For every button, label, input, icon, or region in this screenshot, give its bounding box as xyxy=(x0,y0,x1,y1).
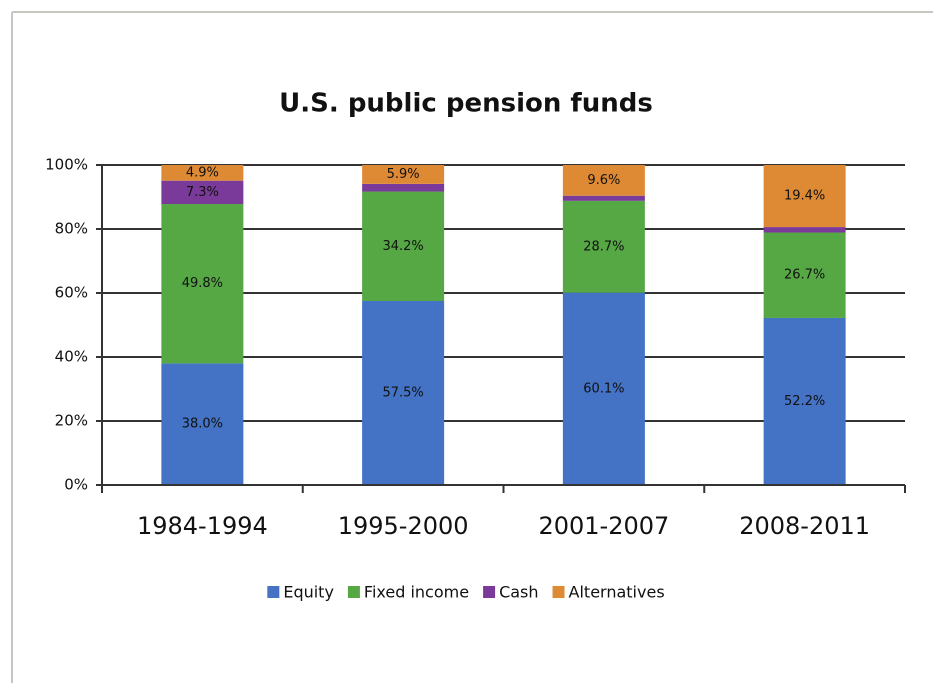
legend-swatch xyxy=(347,586,360,598)
legend-swatch xyxy=(267,586,280,598)
y-tick-label: 60% xyxy=(55,284,88,302)
legend-label: Alternatives xyxy=(569,583,665,602)
x-tick-label: 2001-2007 xyxy=(538,512,669,540)
bar-segment xyxy=(362,191,445,301)
bar-segment xyxy=(763,165,846,228)
chart-title: U.S. public pension funds xyxy=(279,89,653,119)
bar-segment xyxy=(161,165,244,181)
data-label: 4.9% xyxy=(186,165,219,180)
bar-segment xyxy=(562,292,645,485)
data-label: 60.1% xyxy=(583,381,624,396)
data-label: 34.2% xyxy=(382,239,423,254)
legend-label: Equity xyxy=(283,583,334,602)
data-label: 26.7% xyxy=(784,268,825,283)
data-label: 9.6% xyxy=(587,173,620,188)
y-tick-label: 100% xyxy=(45,156,88,174)
y-tick-label: 40% xyxy=(55,348,88,366)
x-tick-label: 1984-1994 xyxy=(137,512,268,540)
data-label: 7.3% xyxy=(186,185,219,200)
legend-swatch xyxy=(552,586,565,598)
data-label: 5.9% xyxy=(387,167,420,182)
x-tick-label: 2008-2011 xyxy=(739,512,870,540)
x-tick-label: 1995-2000 xyxy=(338,512,469,540)
legend-swatch xyxy=(483,586,496,598)
bar-segment xyxy=(362,301,445,485)
data-label: 57.5% xyxy=(382,386,423,401)
data-label: 28.7% xyxy=(583,239,624,254)
y-tick-label: 20% xyxy=(55,412,88,430)
bar-segment xyxy=(161,204,244,364)
bar-segment xyxy=(763,227,846,233)
data-label: 49.8% xyxy=(182,276,223,291)
bar-segment xyxy=(362,183,445,192)
bar-segment xyxy=(161,180,244,205)
bar-segment xyxy=(562,200,645,293)
bar-segment xyxy=(562,195,645,201)
bar-segment xyxy=(362,165,445,184)
bar-segment xyxy=(763,232,846,318)
legend-label: Fixed income xyxy=(364,583,469,602)
y-tick-label: 0% xyxy=(64,476,88,494)
data-label: 19.4% xyxy=(784,189,825,204)
y-tick-label: 80% xyxy=(55,220,88,238)
data-label: 38.0% xyxy=(182,417,223,432)
bar-segment xyxy=(763,317,846,485)
bar-segment xyxy=(161,363,244,485)
data-label: 52.2% xyxy=(784,394,825,409)
bar-segment xyxy=(562,165,645,196)
legend-label: Cash xyxy=(499,583,538,602)
